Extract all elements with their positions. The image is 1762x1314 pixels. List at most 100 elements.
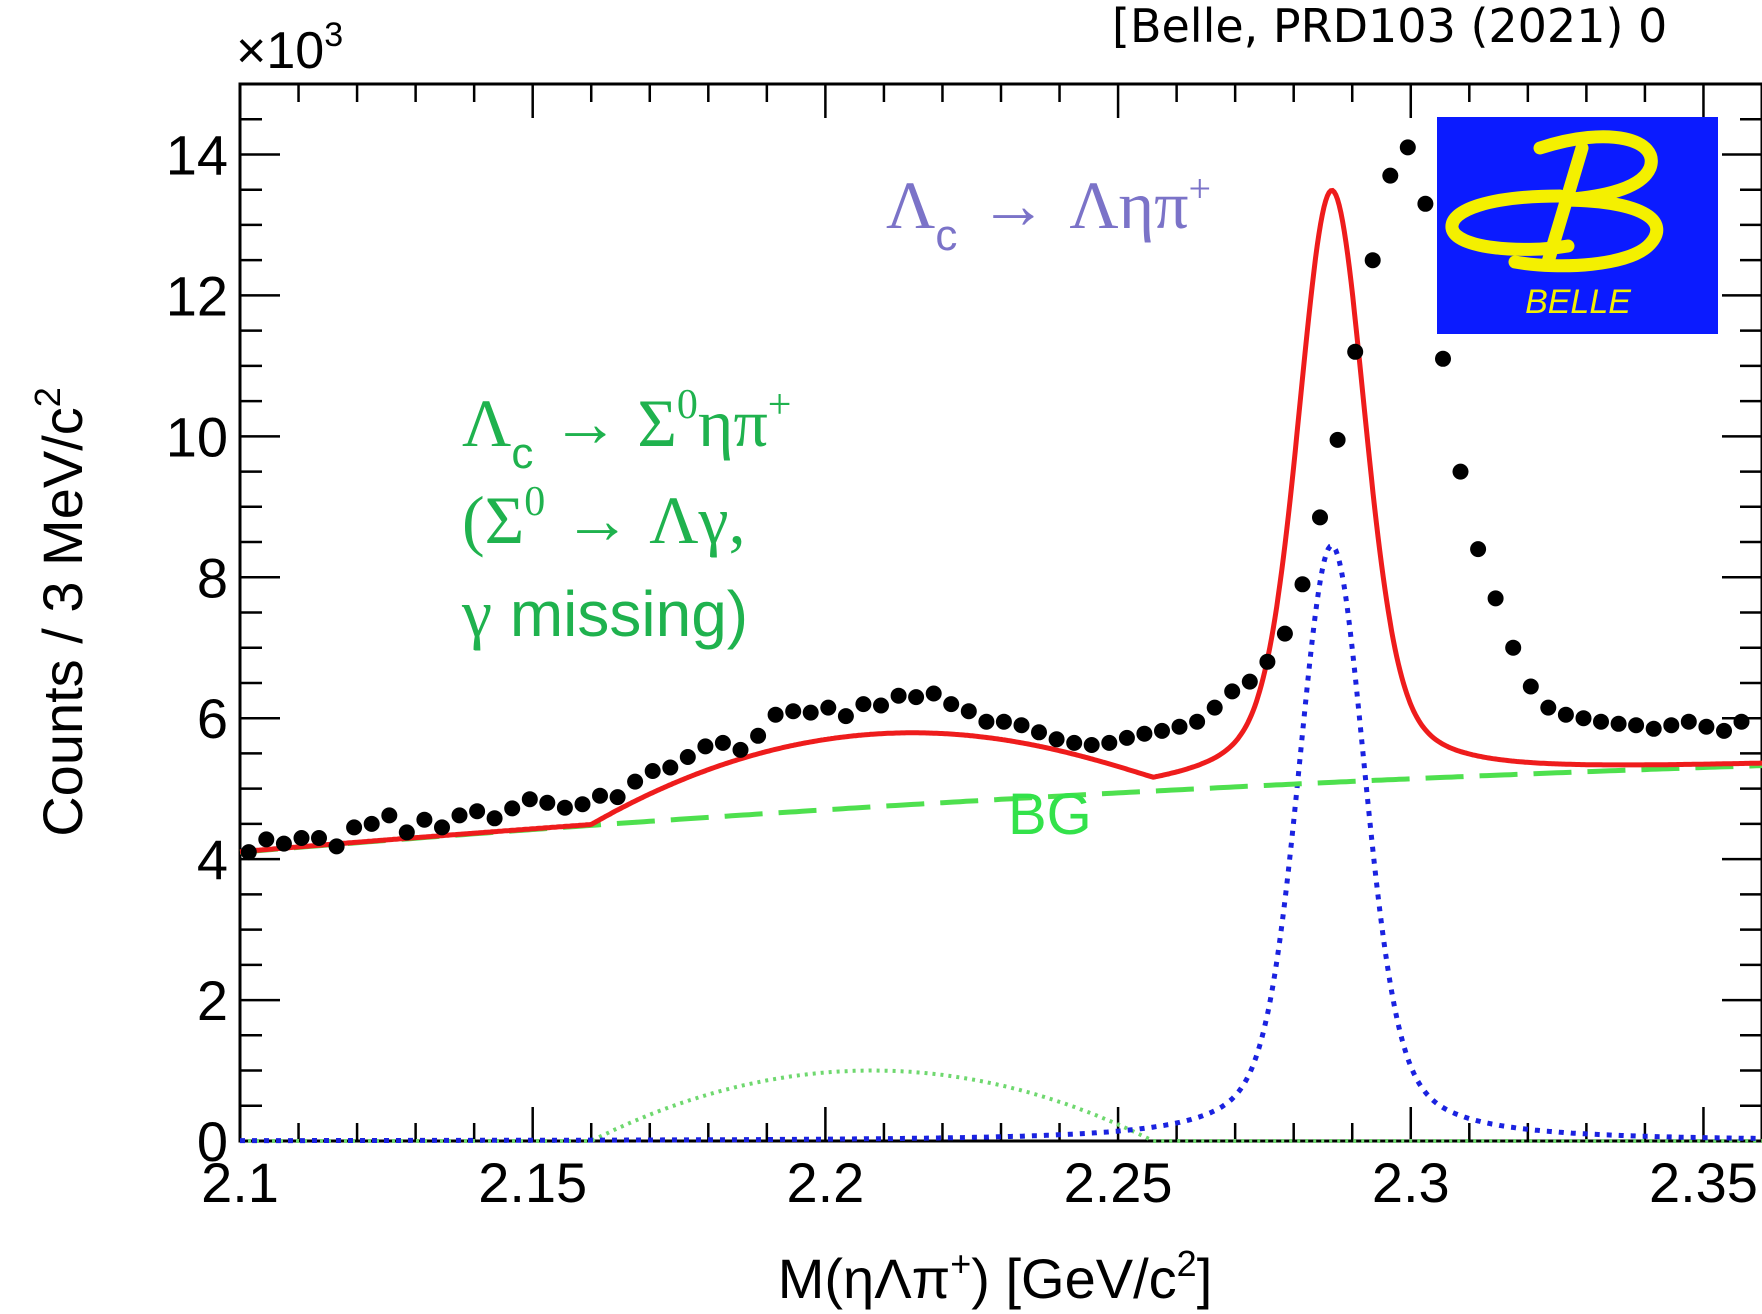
data-points — [240, 139, 1750, 861]
x-tick-label: 2.3 — [1372, 1151, 1450, 1214]
data-point — [363, 815, 380, 832]
data-point — [1259, 653, 1276, 670]
data-point — [1435, 350, 1451, 367]
data-point — [521, 791, 538, 808]
data-point — [943, 696, 960, 713]
data-point — [1312, 509, 1328, 526]
data-point — [908, 689, 925, 706]
data-point — [311, 830, 327, 846]
y-tick-label: 0 — [197, 1110, 228, 1173]
data-point — [820, 699, 837, 716]
data-point — [837, 708, 854, 725]
logo-swoosh-icon — [1445, 189, 1575, 256]
data-point — [1505, 639, 1522, 656]
background-curve — [239, 763, 1762, 855]
data-point — [1171, 718, 1188, 735]
data-point — [1628, 717, 1645, 734]
data-point — [1522, 678, 1539, 695]
sigma-decay-line-3: γ missing) — [461, 575, 748, 651]
x-axis-label: M(ηΛπ+) [GeV/c2] — [778, 1243, 1213, 1310]
data-point — [732, 741, 749, 758]
data-point — [328, 838, 345, 855]
data-point — [960, 703, 977, 720]
data-point — [1716, 722, 1732, 739]
data-point — [627, 773, 644, 790]
data-point — [1224, 683, 1241, 700]
bg-label: BG — [1008, 782, 1092, 847]
sigma-decay-line-1: Λc → Σ0ηπ+ — [462, 382, 791, 478]
data-point — [1487, 590, 1504, 607]
total-fit-curve — [239, 187, 1762, 855]
data-point — [240, 844, 257, 861]
data-point — [1557, 706, 1574, 723]
data-point — [1364, 252, 1381, 269]
y-tick-label: 14 — [166, 123, 228, 186]
y-tick-label: 8 — [197, 546, 228, 609]
data-point — [574, 796, 591, 813]
data-point — [293, 830, 310, 846]
y-tick-label: 6 — [197, 687, 228, 750]
data-point — [978, 713, 995, 730]
data-point — [802, 704, 819, 721]
data-point — [1698, 718, 1715, 735]
data-point — [662, 759, 679, 776]
data-point — [398, 824, 415, 841]
data-point — [1048, 731, 1065, 748]
data-point — [1452, 463, 1469, 480]
data-point — [995, 713, 1012, 730]
belle-logo: BELLE — [1437, 117, 1718, 334]
data-point — [714, 734, 731, 751]
data-point — [644, 763, 661, 779]
data-point — [1593, 713, 1609, 730]
signal-component-curve — [240, 542, 1762, 1144]
data-point — [1329, 431, 1346, 448]
data-point — [434, 819, 450, 836]
data-point — [416, 811, 433, 828]
data-point — [1645, 720, 1662, 737]
data-point — [556, 799, 573, 816]
data-point — [275, 835, 292, 852]
data-point — [381, 807, 398, 824]
data-point — [539, 794, 556, 811]
data-point — [1206, 699, 1223, 716]
data-point — [451, 807, 468, 824]
tick-labels: 2.1 2.15 2.2 2.25 2.3 2.35 0 2 4 6 8 10 12 14 — [166, 123, 1758, 1214]
data-point — [1101, 734, 1118, 751]
fit-curves — [239, 187, 1762, 1144]
data-point — [1294, 576, 1311, 593]
data-point — [873, 697, 889, 714]
x-tick-label: 2.35 — [1649, 1151, 1758, 1214]
data-point — [1136, 725, 1153, 742]
y-tick-label: 10 — [166, 405, 228, 468]
data-point — [697, 738, 714, 755]
data-point — [1013, 717, 1030, 734]
data-point — [1399, 139, 1416, 156]
data-point — [592, 787, 608, 804]
data-point — [1083, 737, 1100, 753]
data-point — [258, 831, 275, 848]
data-point — [1347, 343, 1364, 360]
data-point — [1382, 167, 1399, 184]
data-point — [1241, 673, 1258, 690]
data-point — [486, 810, 503, 827]
x-tick-label: 2.25 — [1064, 1151, 1173, 1214]
data-point — [346, 819, 363, 836]
y-axis-label: Counts / 3 MeV/c2 — [27, 387, 94, 837]
data-point — [1733, 713, 1750, 730]
data-point — [504, 800, 521, 817]
y-tick-label: 4 — [197, 828, 228, 891]
data-point — [1680, 713, 1697, 730]
sigma-decay-line-2: (Σ0 → Λγ, — [462, 479, 746, 558]
data-point — [469, 803, 486, 820]
data-point — [1417, 195, 1434, 212]
data-point — [1154, 722, 1170, 739]
logo-text: BELLE — [1525, 283, 1631, 321]
y-tick-label: 2 — [197, 969, 228, 1032]
data-point — [925, 685, 942, 702]
main-decay-annotation: Λc → Ληπ+ — [886, 166, 1211, 260]
y-multiplier: ×103 — [236, 16, 343, 80]
data-point — [1189, 713, 1206, 730]
data-point — [1540, 699, 1557, 716]
data-point — [1610, 715, 1627, 732]
